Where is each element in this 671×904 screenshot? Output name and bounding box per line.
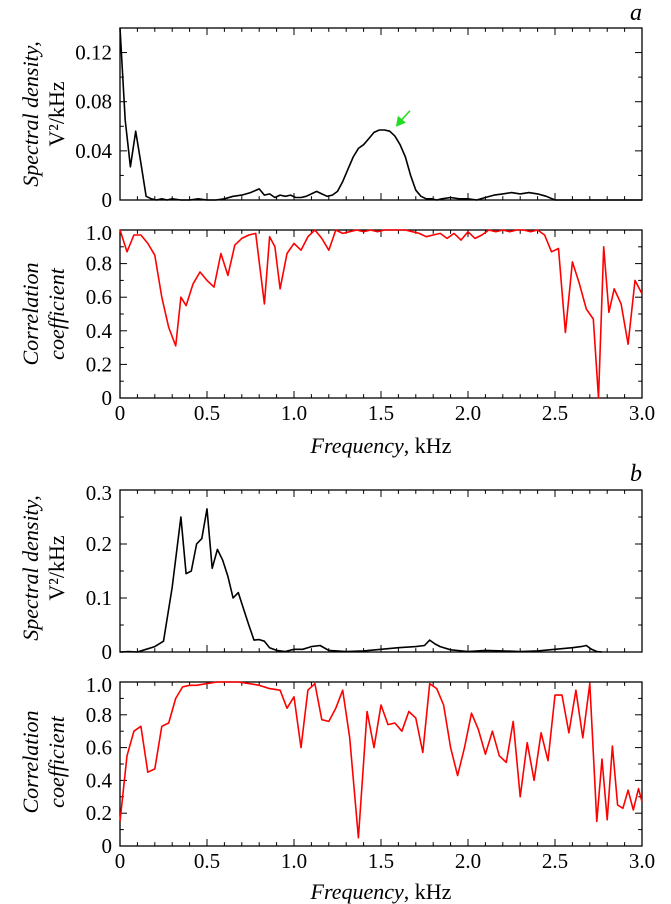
y-tick-labels: 0 0.2 0.4 0.6 0.8 1.0: [86, 673, 113, 858]
series-line: [119, 681, 643, 839]
x-tick-labels: 0 0.5 1.0 1.5 2.0 2.5 3.0: [115, 849, 655, 873]
x-axis-title: Frequency, kHz: [310, 879, 452, 904]
panel-label-a: a: [630, 0, 642, 26]
x-axis-title-text: Frequency: [310, 879, 404, 904]
axis-ticks: [119, 681, 643, 847]
y-axis-title-line2: V²/kHz: [44, 81, 69, 146]
series-line: [119, 508, 603, 653]
series-line: [119, 229, 643, 399]
x-tick-label: 2.5: [542, 401, 568, 425]
y-tick-label: 1.0: [86, 221, 112, 245]
y-tick-label: 0: [102, 188, 113, 212]
y-axis-title-line2: coefficient: [44, 715, 69, 808]
axis-ticks: [119, 27, 643, 201]
y-tick-label: 0.12: [75, 41, 112, 65]
x-axis-title: Frequency, kHz: [310, 433, 452, 458]
x-tick-label: 3.0: [629, 401, 655, 425]
x-axis-unit: , kHz: [404, 879, 452, 904]
y-tick-label: 0.08: [75, 90, 112, 114]
series-layer: [119, 681, 643, 839]
y-tick-label: 0.3: [86, 481, 112, 505]
y-tick-label: 0: [102, 834, 113, 858]
x-axis-unit: , kHz: [404, 433, 452, 458]
y-tick-label: 0.2: [86, 352, 112, 376]
y-tick-label: 0.1: [86, 586, 112, 610]
plot-frame: [119, 27, 643, 201]
x-tick-label: 3.0: [629, 849, 655, 873]
y-axis-title-line1: Spectral density,: [18, 41, 43, 186]
x-tick-label: 1.5: [368, 401, 394, 425]
y-tick-label: 0.8: [86, 252, 112, 276]
y-axis-title-line2: coefficient: [44, 267, 69, 360]
y-tick-label: 0.4: [86, 768, 113, 792]
x-tick-label: 0: [115, 849, 126, 873]
panel-label-b: b: [630, 461, 642, 487]
x-tick-label: 1.0: [281, 401, 307, 425]
x-tick-label: 2.0: [455, 849, 481, 873]
y-axis-title-line1: Spectral density,: [18, 495, 43, 640]
y-tick-label: 0.2: [86, 801, 112, 825]
x-tick-label: 1.5: [368, 849, 394, 873]
y-tick-label: 0: [102, 640, 113, 664]
y-axis-title-line1: Correlation: [18, 262, 43, 365]
series-layer: [119, 27, 642, 201]
series-line: [119, 27, 642, 201]
y-axis-title-line2: V²/kHz: [44, 535, 69, 600]
y-tick-label: 0.04: [75, 139, 112, 163]
panel-a-correlation: 0 0.2 0.4 0.6 0.8 1.0 0 0.5 1.0 1.5 2.0 2.5 3.0 Cor…: [18, 221, 655, 458]
panel-b-correlation: 00.20.40.60.81.0 0 0.5 1.0 1.5 2.0 2.5 3.0 Cor…: [18, 673, 655, 904]
annotation-layer: [395, 110, 411, 127]
x-tick-label: 2.0: [455, 401, 481, 425]
y-tick-label: 0.2: [86, 532, 112, 556]
y-tick-label: 0.8: [86, 703, 112, 727]
panel-b-spectral-density: 0 0.1 0.2 0.3 Spectral density, V²/kHz: [18, 481, 643, 664]
axis-ticks: [119, 229, 643, 399]
y-tick-label: 0.6: [86, 285, 112, 309]
y-tick-label: 1.0: [86, 673, 112, 697]
y-tick-label: 0: [102, 386, 113, 410]
x-tick-label: 1.0: [281, 849, 307, 873]
peak-arrow-icon: [395, 115, 406, 127]
x-tick-label: 0.5: [194, 401, 220, 425]
series-layer: [119, 508, 603, 653]
y-axis-title-line1: Correlation: [18, 710, 43, 813]
x-tick-label: 0: [115, 401, 126, 425]
x-axis-title-text: Frequency: [310, 433, 404, 458]
series-layer: [119, 229, 643, 399]
axis-ticks: [119, 489, 643, 653]
y-tick-labels: 0 0.1 0.2 0.3: [86, 481, 112, 664]
y-tick-label: 0.4: [86, 319, 113, 343]
y-tick-labels: 0 0.04 0.08 0.12: [75, 41, 112, 212]
plot-frame: [119, 489, 643, 653]
y-tick-label: 0.6: [86, 736, 112, 760]
y-tick-labels: 0 0.2 0.4 0.6 0.8 1.0: [86, 221, 113, 410]
x-tick-labels: 0 0.5 1.0 1.5 2.0 2.5 3.0: [115, 401, 655, 425]
x-tick-label: 2.5: [542, 849, 568, 873]
x-tick-label: 0.5: [194, 849, 220, 873]
panel-a-spectral-density: 0 0.04 0.08 0.12 Spectral density, V²/kHz: [18, 27, 643, 212]
